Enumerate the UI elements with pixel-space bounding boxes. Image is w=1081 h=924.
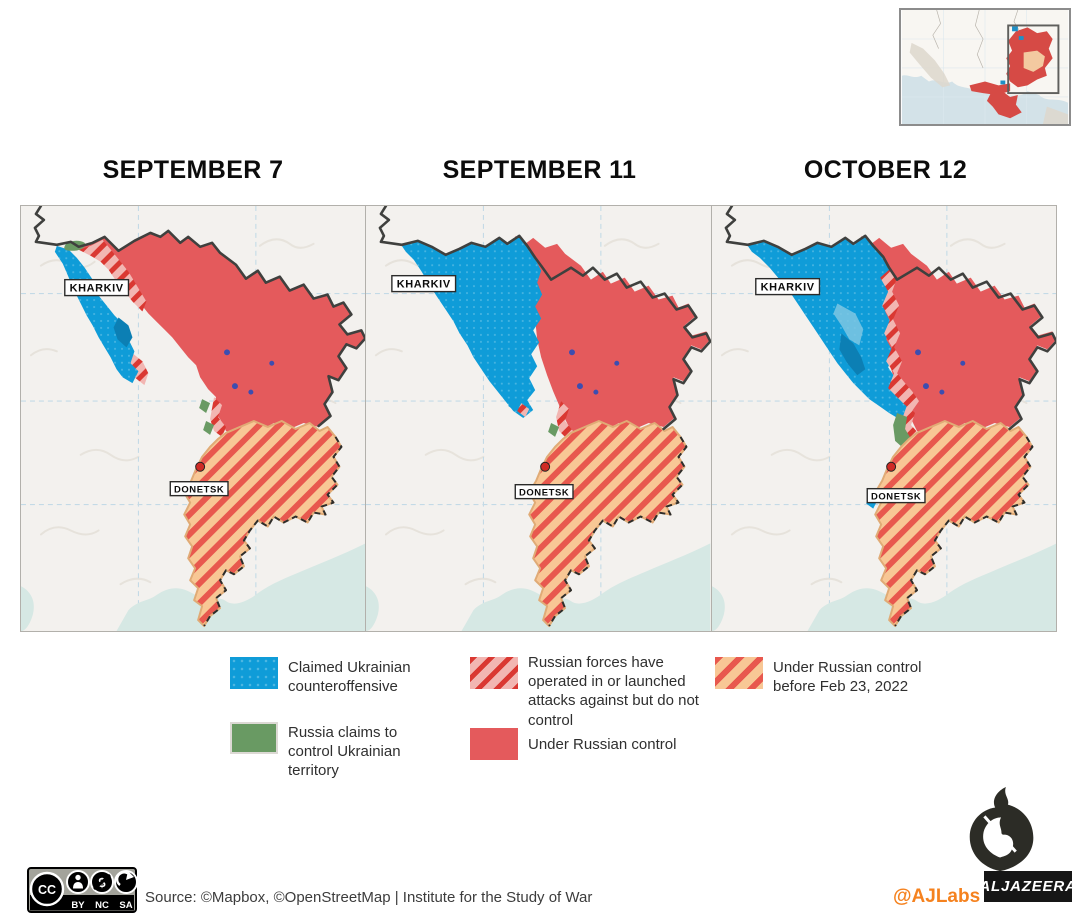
panel-title-october-12: OCTOBER 12 [803,156,968,184]
svg-text:DONETSK: DONETSK [174,485,224,496]
donetsk-city-dot [195,461,206,472]
donetsk-label: DONETSK [866,487,926,504]
nc-icon: $ [90,870,114,894]
pre-feb-23-dashed-border [548,436,688,627]
svg-text:DONETSK: DONETSK [519,488,569,499]
aljazeera-flame-logo [957,787,1050,873]
inset-map-svg [901,10,1069,124]
pre-feb-23-dashed-border [893,436,1034,627]
pre-feb-23-dashed-border [203,436,343,627]
sea-of-azov [807,543,1056,631]
svg-text:DONETSK: DONETSK [871,492,921,503]
reservoirs [224,349,275,395]
donetsk-label: DONETSK [169,481,229,497]
reservoirs [914,349,965,395]
map-panel-october-12: KHARKIV DONETSK [710,205,1057,632]
svg-text:KHARKIV: KHARKIV [397,279,451,291]
inset-focus-rectangle [1007,24,1060,95]
legend-label-russian-control: Under Russian control [528,736,677,753]
ukraine-overview-inset-map [899,8,1071,126]
operated-not-controlled-areas [517,401,574,439]
under-russian-control-area [515,235,711,435]
sa-icon [114,870,137,894]
panel-title-september-11: SEPTEMBER 11 [442,156,637,184]
inset-terrain [909,42,1069,124]
svg-text:NC: NC [95,900,109,911]
russia-claims-areas [548,422,560,437]
flame-calligraphy-stroke [983,815,1017,853]
flame-dot [989,840,996,847]
map-svg-september-11: KHARKIV DONETSK [366,206,711,631]
svg-text:KHARKIV: KHARKIV [70,283,124,295]
by-icon [66,870,90,894]
counteroffensive-dark-patch [113,317,133,348]
panel-title-september-7: SEPTEMBER 7 [102,156,284,184]
inset-russian-control-areas [969,27,1053,119]
under-russian-control-area [78,231,366,435]
aljazeera-wordmark: ALJAZEERA [979,871,1076,902]
svg-text:KHARKIV: KHARKIV [760,282,814,294]
russia-claims-areas [892,413,911,449]
kharkiv-label: KHARKIV [64,278,130,297]
source-attribution: Source: ©Mapbox, ©OpenStreetMap | Instit… [145,889,593,906]
counteroffensive-dark-patch [839,333,865,376]
legend-label-counteroffensive: Claimed Ukrainian counteroffensive [288,659,411,696]
sea-of-azov [461,543,711,631]
international-border [378,206,711,431]
river-patch [21,586,34,631]
cc-icon [29,871,65,907]
reservoirs [569,349,620,395]
inset-counteroffensive-specks [1000,26,1024,85]
creative-commons-badge: CC $ BY NC SA [27,867,137,913]
flame-svg [969,787,1034,872]
ajlabs-handle: @AJLabs [893,886,981,907]
river-patch [711,586,725,631]
map-panels-row: KHARKIV DONETSK [20,205,1059,632]
map-svg-september-7: KHARKIV DONETSK [21,206,366,631]
donetsk-city-dot [885,461,896,472]
legend-label-operated: Russian forces have operated in or launc… [528,654,699,729]
legend-swatch-russia-claims [230,722,278,754]
legend-swatch-counteroffensive [230,657,278,689]
map-svg-october-12: KHARKIV DONETSK [711,206,1056,631]
sea-of-azov [116,543,366,631]
counteroffensive-speck [508,399,520,412]
donetsk-label: DONETSK [514,483,575,500]
legend-swatch-russian-control [470,728,518,760]
svg-text:BY: BY [71,900,85,911]
legend-label-russia-claims: Russia claims to control Ukrainian terri… [288,724,401,780]
river-patch [366,586,380,631]
donetsk-city-dot [540,461,551,472]
international-border [724,206,1056,431]
kharkiv-label: KHARKIV [754,277,820,296]
svg-text:SA: SA [119,900,132,911]
legend-label-before-feb23: Under Russian control before Feb 23, 202… [773,659,922,696]
map-panel-september-11: KHARKIV DONETSK [365,205,712,632]
svg-text:CC: CC [38,883,56,897]
inset-country-borders [932,10,1021,69]
kharkiv-label: KHARKIV [391,274,457,293]
map-panel-september-7: KHARKIV DONETSK [20,205,367,632]
legend-swatch-before-feb23 [715,657,763,689]
legend-swatch-operated [470,657,518,689]
international-border [33,206,366,428]
counteroffensive-light-patch [833,303,863,346]
under-russian-control-area [860,235,1056,435]
cc-badge-svg: CC $ BY NC SA [27,867,137,913]
